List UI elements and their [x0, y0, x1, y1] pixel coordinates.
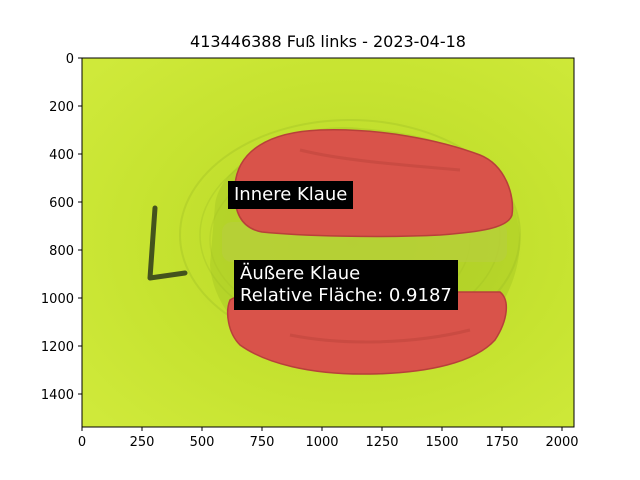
y-tick-label: 800: [49, 244, 74, 259]
x-tick-label: 250: [130, 435, 155, 450]
y-tick-label: 400: [49, 148, 74, 163]
figure-title: 413446388 Fuß links - 2023-04-18: [190, 32, 466, 51]
inner-claw-detail: [299, 148, 461, 172]
x-tick-label: 1500: [425, 435, 458, 450]
inner-claw-label: Innere Klaue: [228, 181, 354, 209]
y-tick-label: 600: [49, 196, 74, 211]
relative-area-text: Relative Fläche: 0.9187: [240, 285, 452, 306]
y-axis: [78, 57, 82, 395]
y-tick-label: 0: [66, 52, 74, 67]
handwritten-l-mark: [147, 205, 188, 281]
outer-claw-detail: [289, 328, 471, 344]
y-tick-label: 1400: [41, 388, 74, 403]
x-tick-label: 750: [250, 435, 275, 450]
y-tick-label: 200: [49, 100, 74, 115]
x-tick-label: 1750: [485, 435, 518, 450]
x-tick-label: 1250: [365, 435, 398, 450]
y-tick-label: 1200: [41, 340, 74, 355]
plot-frame: [81, 57, 575, 428]
x-tick-label: 2000: [545, 435, 578, 450]
inner-claw-overlay: [233, 129, 514, 238]
outer-claw-name: Äußere Klaue: [240, 263, 361, 284]
x-tick-label: 500: [190, 435, 215, 450]
outer-claw-label: Äußere Klaue Relative Fläche: 0.9187: [234, 260, 458, 310]
y-tick-label: 1000: [41, 292, 74, 307]
x-tick-label: 1000: [305, 435, 338, 450]
x-tick-label: 0: [78, 435, 86, 450]
x-axis: [81, 427, 563, 431]
